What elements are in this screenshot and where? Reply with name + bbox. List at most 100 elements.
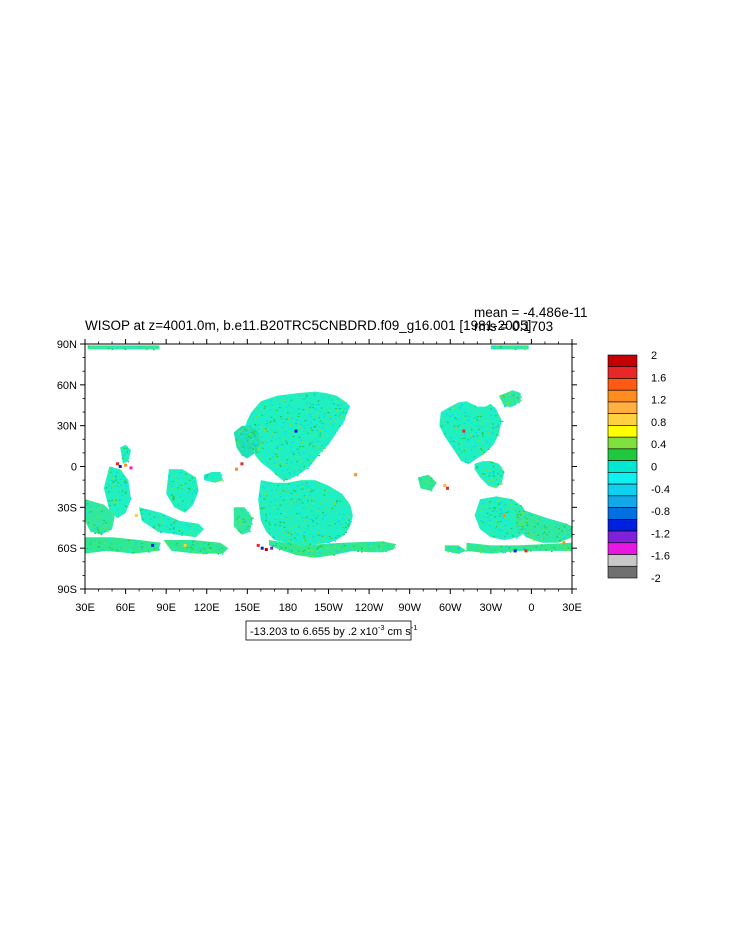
speckle-cell <box>338 494 340 496</box>
speckle-cell <box>111 479 113 481</box>
speckle-cell <box>289 539 292 541</box>
speckle-cell <box>510 347 512 349</box>
speckle-cell <box>475 445 478 447</box>
speckle-cell <box>264 510 266 512</box>
speckle-cell <box>473 441 476 443</box>
speckle-cell <box>500 509 503 511</box>
speckle-cell <box>292 484 294 486</box>
speckle-cell <box>129 549 131 551</box>
speckle-cell <box>307 424 310 426</box>
speckle-cell <box>283 526 286 528</box>
speckle-cell <box>181 483 184 485</box>
speckle-cell <box>512 394 515 396</box>
speckle-cell <box>285 516 288 518</box>
speckle-cell <box>270 416 273 418</box>
speckle-cell <box>194 483 196 485</box>
speckle-cell <box>524 528 527 530</box>
speckle-cell <box>328 432 331 434</box>
speckle-cell <box>316 511 319 513</box>
speckle-cell <box>303 537 305 539</box>
speckle-cell <box>192 541 194 543</box>
speckle-cell <box>297 500 299 503</box>
speckle-cell <box>275 532 277 534</box>
speckle-cell <box>333 554 335 556</box>
speckle-cell <box>489 521 491 523</box>
speckle-cell <box>257 424 259 426</box>
speckle-cell <box>337 517 340 519</box>
speckle-cell <box>317 483 320 485</box>
speckle-cell <box>322 397 325 399</box>
region-indonesia-strip <box>204 471 223 483</box>
speckle-cell <box>487 501 489 503</box>
speckle-cell <box>167 483 170 485</box>
speckle-cell <box>160 531 162 534</box>
speckle-cell <box>459 549 461 551</box>
speckle-cell <box>138 548 140 550</box>
speckle-cell <box>140 544 142 546</box>
mean-stat: mean = -4.486e-11 <box>474 305 587 320</box>
speckle-cell <box>296 551 299 553</box>
speckle-cell <box>497 478 500 480</box>
speckle-cell <box>290 498 293 500</box>
speckle-cell <box>510 499 513 501</box>
speckle-cell <box>124 347 126 349</box>
speckle-cell <box>492 510 494 512</box>
speckle-cell <box>91 348 94 350</box>
speckle-cell <box>465 429 467 431</box>
speckle-cell <box>281 470 284 472</box>
speckle-cell <box>322 427 324 429</box>
speckle-cell <box>310 549 312 551</box>
speckle-cell <box>490 531 492 533</box>
speckle-cell <box>518 402 520 404</box>
speckle-cell <box>277 485 279 487</box>
speckle-cell <box>298 469 300 471</box>
speckle-cell <box>254 445 257 447</box>
speckle-cell <box>377 547 380 549</box>
speckle-cell <box>518 529 521 531</box>
speckle-cell <box>254 435 257 437</box>
speckle-cell <box>274 523 277 526</box>
speckle-cell <box>192 481 195 483</box>
speckle-cell <box>333 546 336 548</box>
speckle-cell <box>328 542 331 544</box>
speckle-cell <box>516 537 518 539</box>
speckle-cell <box>109 529 112 531</box>
speckle-cell <box>158 549 160 551</box>
speckle-cell <box>488 472 491 474</box>
speckle-cell <box>476 425 478 427</box>
colorbar-swatch <box>607 425 638 438</box>
speckle-cell <box>288 394 291 397</box>
speckle-cell <box>514 521 517 523</box>
speckle-cell <box>266 457 268 459</box>
speckle-cell <box>317 534 320 536</box>
speckle-cell <box>463 434 466 436</box>
colorbar-swatch <box>607 354 638 368</box>
speckle-cell <box>271 489 273 491</box>
speckle-cell <box>297 403 299 405</box>
speckle-cell <box>87 345 90 347</box>
speckle-cell <box>249 429 251 431</box>
speckle-cell <box>298 425 301 427</box>
speckle-cell <box>507 401 509 403</box>
speckle-cell <box>520 518 522 520</box>
speckle-cell <box>329 543 332 545</box>
speckle-cell <box>267 465 270 467</box>
speckle-cell <box>124 492 127 494</box>
speckle-cell <box>287 399 289 401</box>
speckle-cell <box>179 523 182 525</box>
speckle-cell <box>284 490 286 492</box>
speckle-cell <box>115 476 117 478</box>
speckle-cell <box>299 454 301 456</box>
speckle-cell <box>327 436 329 438</box>
speckle-cell <box>110 471 112 473</box>
speckle-cell <box>505 503 507 505</box>
speckle-cell <box>169 527 172 529</box>
speckle-cell <box>112 346 114 348</box>
speckle-cell <box>476 435 479 437</box>
speckle-cell <box>338 520 340 522</box>
speckle-cell <box>498 501 500 504</box>
speckle-cell <box>89 506 91 508</box>
speckle-cell <box>318 507 321 509</box>
speckle-cell <box>326 500 328 502</box>
speckle-cell <box>269 409 272 411</box>
